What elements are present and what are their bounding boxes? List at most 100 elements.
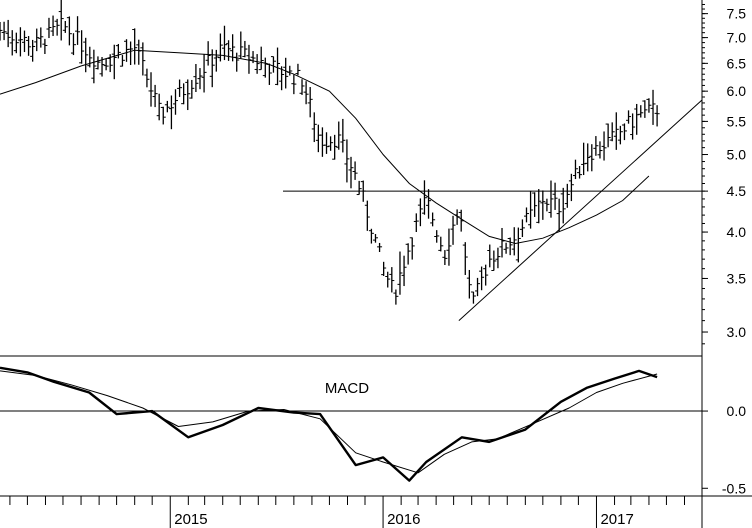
price-bar (0, 21, 3, 41)
price-bar (401, 255, 407, 287)
price-bar (381, 261, 387, 276)
price-bar (275, 47, 281, 86)
price-bar (181, 83, 187, 105)
price-bar (283, 57, 289, 89)
price-bar (528, 190, 534, 229)
price-bar (372, 234, 378, 243)
price-bar (438, 236, 444, 252)
price-bar (511, 227, 517, 256)
macd-title: MACD (325, 380, 369, 397)
price-bar (368, 228, 374, 244)
price-bar (336, 121, 342, 150)
price-bar (254, 54, 260, 74)
price-bar (270, 56, 276, 73)
price-bar (5, 19, 11, 48)
price-bar (409, 237, 415, 260)
price-bar (91, 49, 97, 84)
price-bar (552, 182, 558, 210)
price-bar (475, 277, 481, 297)
price-bar (79, 30, 85, 64)
price-y-tick-label: 6.5 (727, 55, 747, 71)
price-bar (385, 271, 391, 288)
price-bar (613, 112, 619, 150)
price-bar (238, 31, 244, 59)
price-bar (26, 36, 32, 56)
price-y-tick-label: 4.0 (727, 224, 747, 240)
price-bar (442, 250, 448, 266)
price-bar (483, 264, 489, 286)
price-bar (532, 192, 538, 217)
price-bar (324, 132, 330, 154)
price-bar (213, 49, 219, 72)
price-bar (1, 21, 7, 41)
price-bar (356, 180, 362, 196)
price-bar (66, 16, 72, 46)
price-bar (430, 212, 436, 227)
price-bar (115, 43, 121, 59)
price-bar (585, 143, 591, 172)
price-bar (593, 136, 599, 156)
price-bar (295, 63, 301, 76)
price-bar (189, 79, 195, 99)
x-year-label: 2017 (600, 511, 633, 528)
price-bar (50, 15, 56, 37)
price-bar (83, 37, 89, 73)
price-bar (434, 230, 440, 243)
price-bar (519, 219, 525, 238)
price-bar (446, 228, 452, 266)
price-bar (560, 187, 566, 224)
macd-signal-line (0, 370, 658, 474)
price-bar (132, 28, 138, 65)
price-bar (405, 243, 411, 265)
macd-y-tick-label: 0.0 (727, 403, 747, 419)
price-bar (413, 213, 419, 233)
price-bar (340, 118, 346, 153)
price-bar (242, 40, 248, 58)
price-bar (87, 46, 93, 68)
price-bar (307, 87, 313, 118)
price-bar (177, 79, 183, 97)
price-bar (389, 267, 395, 293)
x-year-label: 2015 (174, 511, 207, 528)
price-y-tick-label: 5.0 (727, 147, 747, 163)
price-bar (515, 227, 521, 263)
price-panel (0, 0, 703, 322)
price-bar (58, 0, 64, 41)
price-bar (548, 180, 554, 218)
price-bar (17, 27, 23, 57)
price-bar (221, 25, 227, 61)
price-bar (524, 207, 529, 223)
price-bar (572, 159, 578, 180)
price-bar (364, 200, 370, 231)
price-bar (564, 183, 570, 208)
price-bar (128, 41, 134, 66)
price-bar (638, 105, 644, 118)
price-bar (617, 125, 623, 145)
price-bar (42, 38, 48, 55)
macd-y-tick-label: -0.5 (722, 480, 746, 496)
price-bar (38, 27, 44, 48)
price-bar (397, 251, 403, 295)
price-bar (156, 93, 162, 121)
price-bar (226, 40, 232, 61)
price-y-tick-label: 4.5 (727, 183, 747, 199)
price-bar (160, 106, 166, 125)
price-bar (344, 139, 350, 183)
price-bar (291, 74, 297, 95)
price-bar (103, 58, 109, 71)
price-bar (209, 49, 215, 88)
price-y-tick-label: 7.0 (727, 30, 747, 46)
price-bar (111, 44, 117, 80)
price-bar (193, 63, 199, 92)
price-bar (258, 46, 264, 71)
price-bar (13, 32, 19, 54)
price-bar (605, 123, 611, 148)
price-bar (487, 244, 493, 268)
price-bar (450, 215, 456, 245)
price-bar (544, 198, 550, 212)
price-bar (30, 39, 36, 62)
price-bar (54, 18, 60, 36)
price-bar (148, 72, 154, 107)
price-bar (201, 54, 207, 93)
